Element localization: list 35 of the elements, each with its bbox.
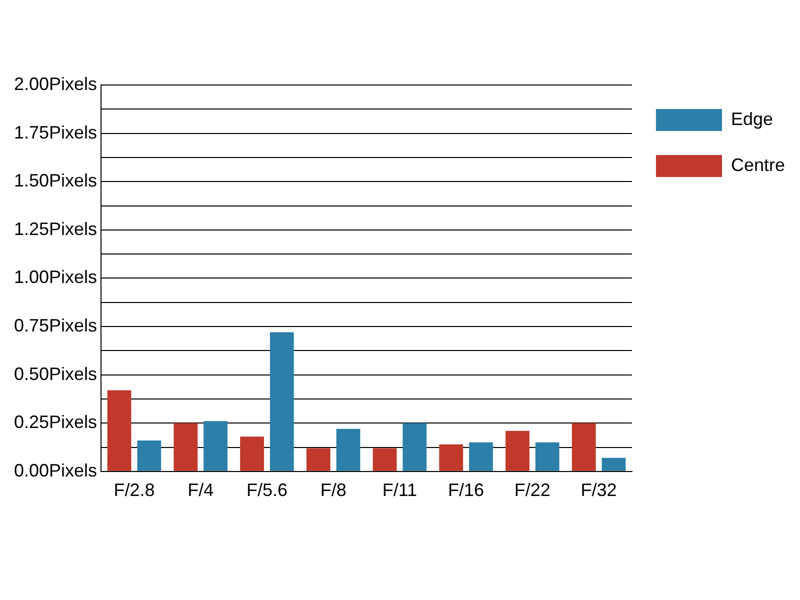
bar <box>439 444 464 471</box>
bar <box>107 390 132 471</box>
x-tick-label: F/22 <box>514 480 550 500</box>
x-tick-label: F/11 <box>382 480 418 500</box>
bar <box>506 430 530 471</box>
y-tick-label: 2.00Pixels <box>14 74 98 94</box>
legend-label: Edge <box>730 108 774 129</box>
x-tick-label: F/8 <box>320 480 346 500</box>
y-tick-label: 0.00Pixels <box>14 460 98 480</box>
x-tick-label: F/16 <box>448 480 484 500</box>
y-tick-label: 0.75Pixels <box>14 315 98 336</box>
bar <box>174 423 198 471</box>
bar <box>204 421 228 471</box>
y-tick-label: 0.50Pixels <box>14 364 98 384</box>
x-tick-label: F/5.6 <box>246 480 288 500</box>
bar <box>137 440 162 471</box>
bar <box>240 436 264 471</box>
x-tick-label: F/2.8 <box>114 480 155 500</box>
bar <box>372 448 397 471</box>
bar <box>469 442 493 471</box>
legend-label: Centre <box>730 154 786 175</box>
y-tick-label: 1.25Pixels <box>14 218 98 239</box>
bar <box>270 332 294 471</box>
x-tick-label: F/4 <box>188 480 214 500</box>
y-tick-label: 1.75Pixels <box>14 122 98 142</box>
bar <box>572 423 596 471</box>
bar <box>336 428 360 471</box>
bar <box>306 448 330 471</box>
y-tick-label: 1.00Pixels <box>14 267 98 288</box>
bar <box>602 458 626 471</box>
y-tick-label: 1.50Pixels <box>14 170 98 191</box>
bar <box>535 442 560 471</box>
x-tick-label: F/32 <box>580 480 617 500</box>
bar <box>402 423 427 471</box>
y-tick-label: 0.25Pixels <box>14 412 98 432</box>
